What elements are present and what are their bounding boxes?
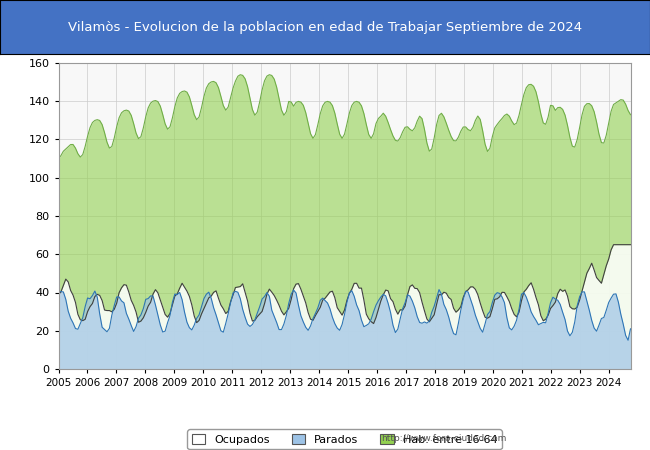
- Text: Vilamòs - Evolucion de la poblacion en edad de Trabajar Septiembre de 2024: Vilamòs - Evolucion de la poblacion en e…: [68, 21, 582, 33]
- Text: http://www.foro-ciudad.com: http://www.foro-ciudad.com: [382, 434, 507, 443]
- Legend: Ocupados, Parados, Hab. entre 16-64: Ocupados, Parados, Hab. entre 16-64: [187, 429, 502, 449]
